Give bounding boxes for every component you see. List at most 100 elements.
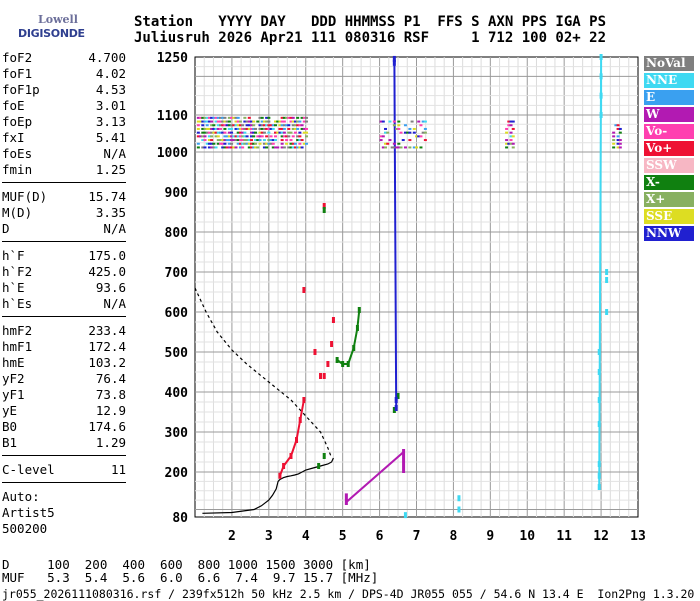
noise-band-sample (400, 146, 403, 148)
noise-band-sample (239, 121, 242, 123)
noise-band-sample (263, 139, 266, 141)
noise-band-sample (612, 143, 615, 145)
y-tick-label: 600 (165, 306, 189, 321)
x-tick-label: 6 (376, 529, 384, 544)
noise-band-sample (274, 135, 277, 137)
echo-point (457, 507, 460, 513)
noise-band-sample (267, 121, 270, 123)
noise-band-sample (230, 128, 233, 130)
noise-band-sample (408, 128, 411, 130)
noise-band-sample (237, 117, 240, 119)
echo-point (313, 349, 316, 355)
noise-band-sample (612, 132, 615, 134)
noise-band-sample (512, 135, 515, 137)
noise-band-sample (512, 121, 515, 123)
noise-band-sample (197, 132, 200, 134)
noise-band-sample (386, 132, 389, 134)
noise-band-sample (287, 124, 290, 126)
x-tick-label: 5 (339, 529, 347, 544)
y-tick-label: 400 (165, 386, 189, 401)
noise-band-sample (298, 143, 301, 145)
noise-band-sample (287, 128, 290, 130)
noise-band-sample (274, 139, 277, 141)
noise-band-sample (298, 121, 301, 123)
noise-band-sample (397, 128, 400, 130)
noise-band-sample (252, 121, 255, 123)
noise-band-sample (505, 139, 508, 141)
legend-entry: E (644, 90, 694, 105)
noise-band-sample (215, 146, 218, 148)
noise-band-sample (283, 121, 286, 123)
noise-band-sample (197, 143, 200, 145)
noise-band-sample (203, 139, 206, 141)
noise-band-sample (254, 132, 257, 134)
noise-band-sample (281, 143, 284, 145)
x-tick-label: 9 (486, 529, 494, 544)
noise-band-sample (411, 121, 414, 123)
footer-file-info: jr055_2026111080316.rsf / 239fx512h 50 k… (2, 587, 694, 601)
noise-band-sample (243, 117, 246, 119)
noise-band-sample (305, 128, 308, 130)
echo-point (323, 207, 326, 213)
noise-band-sample (252, 135, 255, 137)
noise-band-sample (294, 132, 297, 134)
noise-band-sample (235, 146, 238, 148)
noise-band-sample (219, 128, 222, 130)
noise-band-sample (619, 146, 622, 148)
noise-band-sample (305, 132, 308, 134)
noise-band-sample (301, 139, 304, 141)
x-tick-label: 3 (265, 529, 273, 544)
noise-band-sample (210, 121, 213, 123)
noise-band-sample (292, 135, 295, 137)
legend-entry: X+ (644, 192, 694, 207)
noise-band-sample (248, 117, 251, 119)
y-tick-label: 700 (165, 266, 189, 281)
noise-band-sample (617, 135, 620, 137)
noise-band-sample (305, 121, 308, 123)
noise-band-sample (419, 146, 422, 148)
x-tick-label: 10 (519, 529, 535, 544)
echo-point (404, 512, 407, 518)
y-tick-label: 300 (165, 426, 189, 441)
echo-point (605, 309, 608, 315)
noise-band-sample (612, 146, 615, 148)
noise-band-sample (210, 135, 213, 137)
noise-band-sample (384, 146, 387, 148)
noise-band-sample (296, 128, 299, 130)
noise-band-sample (505, 146, 508, 148)
y-tick-label: 500 (165, 346, 189, 361)
noise-band-sample (281, 139, 284, 141)
noise-band-sample (619, 139, 622, 141)
noise-band-sample (417, 121, 420, 123)
echo-point (302, 287, 305, 293)
noise-band-sample (384, 128, 387, 130)
legend-entry: NoVal (644, 56, 694, 71)
x-tick-label: 4 (302, 529, 310, 544)
noise-band-sample (203, 146, 206, 148)
noise-band-sample (298, 132, 301, 134)
echo-point (317, 463, 320, 469)
noise-band-sample (617, 124, 620, 126)
noise-band-sample (393, 143, 396, 145)
legend-entry: SSW (644, 158, 694, 173)
noise-band-sample (252, 124, 255, 126)
noise-band-sample (263, 132, 266, 134)
noise-band-sample (619, 128, 622, 130)
noise-band-sample (228, 121, 231, 123)
noise-band-sample (285, 139, 288, 141)
noise-band-sample (246, 135, 249, 137)
echo-point (605, 269, 608, 275)
x-tick-label: 7 (413, 529, 421, 544)
noise-band-sample (296, 117, 299, 119)
x-tick-label: 2 (228, 529, 236, 544)
y-tick-label: 1100 (157, 109, 188, 124)
noise-band-sample (256, 146, 259, 148)
echo-trace (346, 452, 403, 502)
echo-trace (394, 59, 396, 408)
noise-band-sample (397, 124, 400, 126)
noise-band-sample (402, 139, 405, 141)
y-tick-label: 1250 (157, 51, 188, 66)
noise-band-sample (203, 135, 206, 137)
noise-band-sample (212, 143, 215, 145)
